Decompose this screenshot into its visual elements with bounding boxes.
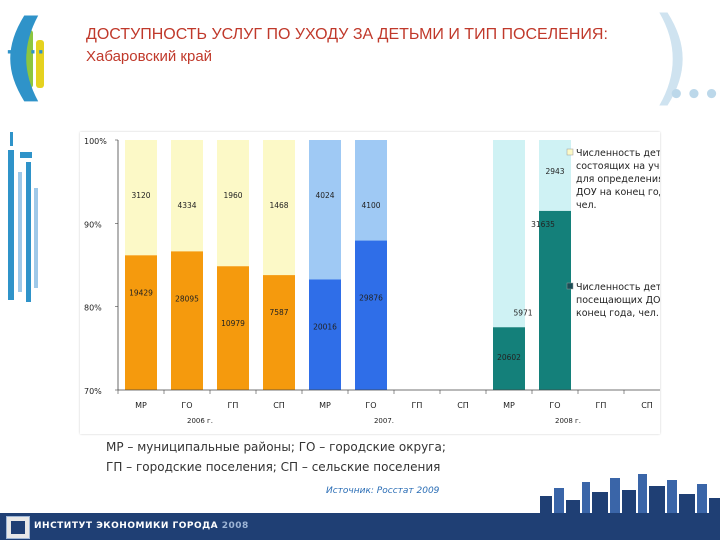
data-label-waiting: 1468 xyxy=(269,201,288,210)
bar-attending xyxy=(539,210,571,390)
legend-label: посещающих ДОУ, на xyxy=(576,295,660,306)
data-label-attending: 28095 xyxy=(175,294,199,303)
legend-label: чел. xyxy=(576,200,597,211)
data-label-attending: 29876 xyxy=(359,294,383,303)
group-label: 2008 г. xyxy=(555,417,581,425)
legend-label: состоящих на учете xyxy=(576,161,660,172)
decor-green-bar xyxy=(24,30,33,88)
data-label-attending: 20602 xyxy=(497,353,521,362)
x-tick-label: МР xyxy=(135,401,147,410)
data-label-waiting: 4024 xyxy=(315,191,334,200)
decor-right-dots-icon: ••• xyxy=(668,80,720,110)
institute-logo-icon xyxy=(6,516,30,539)
bar-attending xyxy=(171,251,203,390)
bar-attending xyxy=(493,327,525,390)
bar-attending xyxy=(217,266,249,390)
source-note: Источник: Росстат 2009 xyxy=(326,486,440,496)
y-tick-label: 80% xyxy=(84,304,102,313)
decor-left-bracket-icon: ( xyxy=(2,0,46,112)
legend-label: конец года, чел. xyxy=(576,308,659,319)
bar-waiting xyxy=(263,140,295,276)
data-label-attending: 31635 xyxy=(531,220,555,229)
decor-right-bracket-icon: ) xyxy=(651,0,692,117)
footnote-line-1: МР – муниципальные районы; ГО – городски… xyxy=(106,440,446,454)
data-label-attending: 20016 xyxy=(313,322,337,331)
x-tick-label: ГО xyxy=(181,401,192,410)
footnote-line-2: ГП – городские поселения; СП – сельские … xyxy=(106,460,441,474)
y-tick-label: 100% xyxy=(84,137,107,146)
y-tick-label: 70% xyxy=(84,387,102,396)
x-tick-label: ГП xyxy=(596,401,607,410)
x-tick-label: ГО xyxy=(549,401,560,410)
data-label-waiting: 4100 xyxy=(361,201,380,210)
data-label-waiting: 4334 xyxy=(177,201,196,210)
x-tick-label: СП xyxy=(457,401,469,410)
decor-yellow-bar xyxy=(36,40,44,88)
group-label: 2007. xyxy=(374,417,394,425)
bar-waiting xyxy=(171,140,203,252)
group-label: 2006 г. xyxy=(187,417,213,425)
bar-waiting xyxy=(355,140,387,241)
data-label-waiting: 1960 xyxy=(223,191,242,200)
footer-org-name: ИНСТИТУТ ЭКОНОМИКИ ГОРОДА xyxy=(34,521,219,531)
x-tick-label: МР xyxy=(503,401,515,410)
legend-label: ДОУ на конец года, xyxy=(576,187,660,198)
bar-waiting xyxy=(125,140,157,256)
data-label-attending: 7587 xyxy=(269,308,288,317)
x-tick-label: СП xyxy=(273,401,285,410)
bar-attending xyxy=(309,279,341,390)
data-label-attending: 19429 xyxy=(129,288,153,297)
footer-organization: ИНСТИТУТ ЭКОНОМИКИ ГОРОДА 2008 xyxy=(34,521,249,531)
bar-waiting xyxy=(217,140,249,267)
data-label-waiting: 2943 xyxy=(545,167,564,176)
bar-waiting xyxy=(493,140,525,328)
x-tick-label: ГО xyxy=(365,401,376,410)
page-title: ДОСТУПНОСТЬ УСЛУГ ПО УХОДУ ЗА ДЕТЬМИ И Т… xyxy=(86,26,608,43)
footer-org-year: 2008 xyxy=(221,521,249,531)
legend-label: Численность детей, xyxy=(576,282,660,293)
bar-attending xyxy=(263,275,295,390)
bar-attending xyxy=(125,255,157,390)
y-tick-label: 90% xyxy=(84,220,102,229)
decor-dots-icon: ····· xyxy=(6,42,46,63)
decor-building-strip-icon xyxy=(8,132,38,302)
data-label-waiting: 5971 xyxy=(513,308,532,317)
legend-label: для определения в xyxy=(576,174,660,185)
footer-band xyxy=(0,513,720,540)
page-subtitle: Хабаровский край xyxy=(86,48,213,65)
city-skyline-icon xyxy=(540,474,720,514)
x-tick-label: СП xyxy=(641,401,653,410)
stacked-bar-chart: 70% 80% 90% 100% МР 3120 19429 ГО 4334 28095 ГП 196… xyxy=(84,137,660,425)
bar-waiting xyxy=(309,140,341,280)
bar-waiting xyxy=(539,140,571,211)
x-tick-label: ГП xyxy=(412,401,423,410)
x-tick-label: ГП xyxy=(228,401,239,410)
legend-swatch xyxy=(566,282,574,290)
legend-label: Численность детей, xyxy=(576,148,660,159)
bar-attending xyxy=(355,240,387,390)
x-tick-label: МР xyxy=(319,401,331,410)
data-label-waiting: 3120 xyxy=(131,191,150,200)
legend-swatch xyxy=(566,148,574,156)
data-label-attending: 10979 xyxy=(221,319,245,328)
